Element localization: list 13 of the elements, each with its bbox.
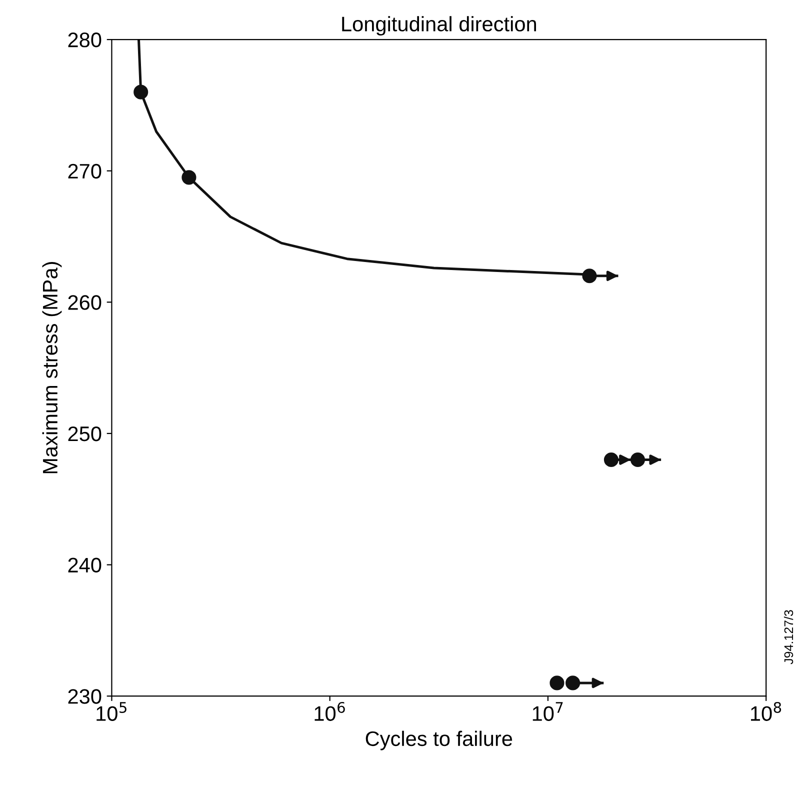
- y-tick-label: 270: [68, 164, 102, 179]
- x-tick-label: 10$^{8}$: [751, 702, 782, 721]
- text: J94.127/3: [784, 610, 794, 664]
- y-tick-label: 240: [68, 558, 102, 573]
- y-tick-label: 250: [68, 426, 102, 442]
- y-tick-label: 260: [68, 295, 102, 310]
- y-tick-label: 280: [68, 32, 102, 48]
- x-axis-title: Cycles to failure: [366, 730, 512, 750]
- x-tick-label: 10$^{7}$: [532, 702, 563, 721]
- y-tick-label: 230: [68, 689, 102, 704]
- y-axis-title: Maximum stress (MPa): [42, 262, 62, 474]
- chart-title: Longitudinal direction: [342, 16, 536, 36]
- x-tick-label: 10$^{6}$: [314, 702, 345, 721]
